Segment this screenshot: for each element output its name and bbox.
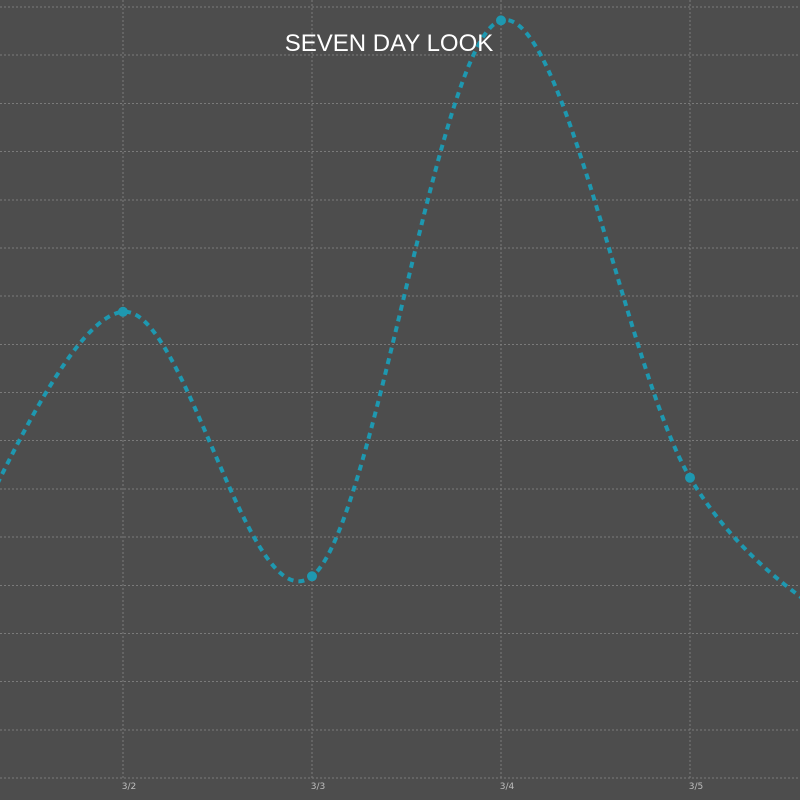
x-axis-ticks: 3/2 3/3 3/4 3/5 (122, 782, 703, 792)
x-tick-label: 3/3 (311, 782, 325, 792)
data-point[interactable] (118, 306, 128, 317)
x-tick-label: 3/2 (122, 782, 136, 792)
chart-title: SEVEN DAY LOOK (285, 30, 494, 57)
data-point[interactable] (685, 472, 695, 483)
data-point[interactable] (496, 15, 506, 26)
grid (0, 0, 800, 779)
data-point[interactable] (307, 571, 317, 582)
series-layer (0, 15, 800, 599)
x-tick-label: 3/5 (689, 782, 703, 792)
x-tick-label: 3/4 (500, 782, 515, 792)
series-line (0, 18, 800, 599)
